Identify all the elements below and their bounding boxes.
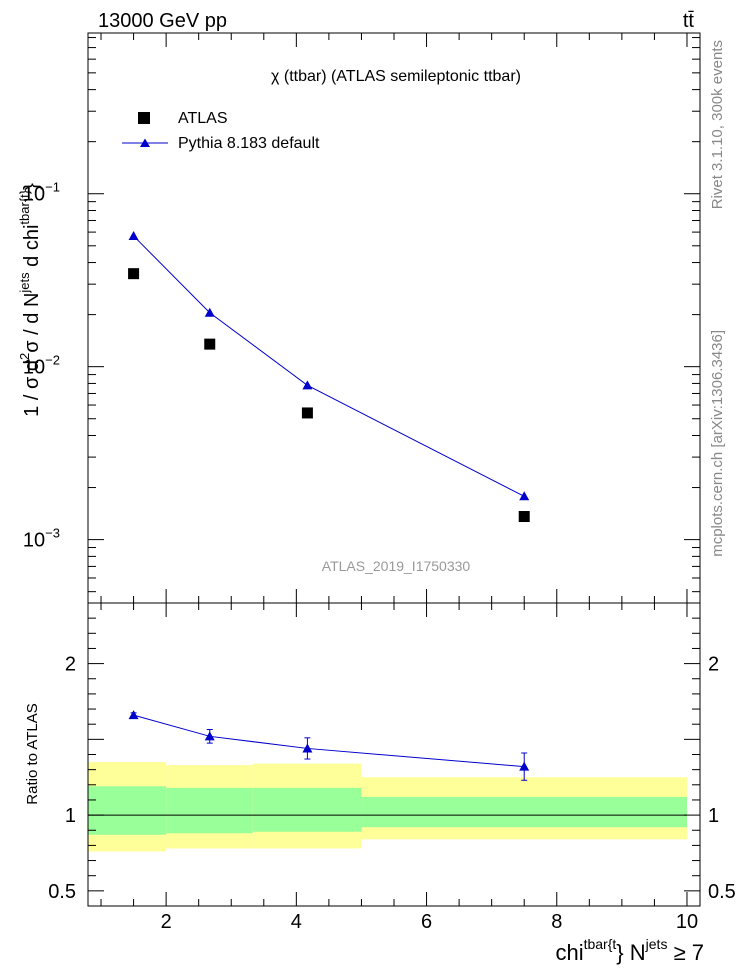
main-y-tick-labels: 10−1 10−2 10−3 xyxy=(23,180,60,552)
x-tick-label: 4 xyxy=(291,911,302,933)
atlas-data-point xyxy=(518,511,530,523)
ratio-band-inner xyxy=(166,787,253,834)
ratio-axis-ticks: 2 2 1 1 0.5 0.5 2 4 6 8 10 xyxy=(48,603,736,933)
ratio-y-tick-label-left: 0.5 xyxy=(48,881,76,903)
analysis-watermark: ATLAS_2019_I1750330 xyxy=(322,558,471,574)
atlas-data-point xyxy=(301,407,313,419)
ratio-band-inner xyxy=(88,786,167,835)
ratio-y-tick-label-left: 2 xyxy=(65,654,76,676)
mcplots-label: mcplots.cern.ch [arXiv:1306.3436] xyxy=(709,330,726,557)
x-tick-label: 8 xyxy=(551,911,562,933)
main-y-tick-label: 10−2 xyxy=(23,353,60,379)
mc-point xyxy=(302,380,313,390)
ratio-mc-point xyxy=(519,761,530,771)
mc-point xyxy=(204,307,215,317)
legend-data-label: ATLAS xyxy=(178,110,228,127)
x-axis-label: chitbar{t} Njets ≥ 7 xyxy=(555,936,704,965)
ratio-mc-line xyxy=(133,714,525,768)
ratio-plot-frame xyxy=(87,602,701,907)
mc-point xyxy=(128,230,139,240)
ratio-y-tick-label-right: 2 xyxy=(708,654,719,676)
main-y-tick-label: 10−1 xyxy=(23,180,60,206)
legend-data-marker xyxy=(138,112,150,124)
ratio-y-tick-label-right: 1 xyxy=(708,805,719,827)
beam-label: 13000 GeV pp xyxy=(98,10,227,32)
legend-mc-marker xyxy=(140,138,150,147)
atlas-data-point xyxy=(204,338,216,350)
main-axis-ticks xyxy=(88,33,700,603)
x-tick-label: 2 xyxy=(161,911,172,933)
ratio-mc-point xyxy=(204,731,215,741)
ratio-series-layer xyxy=(128,710,530,781)
main-y-tick-label: 10−3 xyxy=(23,526,60,552)
ratio-band-inner xyxy=(252,787,362,832)
rivet-label: Rivet 3.1.10, 300k events xyxy=(709,40,726,209)
mc-point xyxy=(519,491,530,501)
ratio-band-inner xyxy=(361,796,687,828)
main-y-axis-label: 1 / σ d2σ / d Njets d chitbar{t}} xyxy=(17,183,43,417)
plot-title: χ (ttbar) (ATLAS semileptonic ttbar) xyxy=(271,68,521,85)
ratio-mc-point xyxy=(302,743,313,753)
ratio-mc-point xyxy=(128,710,139,720)
main-series-layer xyxy=(128,230,530,523)
x-tick-label: 10 xyxy=(676,911,698,933)
ratio-y-tick-label-right: 0.5 xyxy=(708,881,736,903)
ratio-y-axis-label: Ratio to ATLAS xyxy=(24,703,41,804)
mc-line xyxy=(133,235,525,497)
atlas-data-point xyxy=(128,268,140,280)
ratio-y-tick-label-left: 1 xyxy=(65,805,76,827)
ratio-uncertainty-bands xyxy=(88,762,687,852)
x-tick-label: 6 xyxy=(421,911,432,933)
process-label: tt̄ xyxy=(683,10,695,32)
legend-mc-label: Pythia 8.183 default xyxy=(178,135,320,152)
